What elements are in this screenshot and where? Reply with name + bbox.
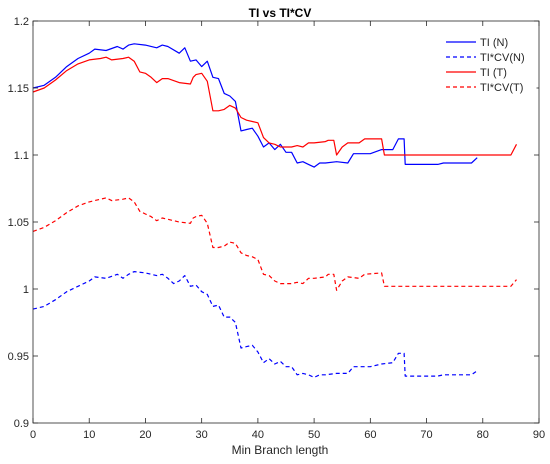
- x-tick-label: 30: [196, 429, 208, 441]
- series-line-ti-n: [32, 43, 478, 168]
- x-tick-label: 10: [83, 429, 95, 441]
- series-layer: [32, 43, 518, 378]
- x-tick-label: 20: [139, 429, 151, 441]
- y-axis: 0.9 0.95 1 1.05 1.1 1.15 1.2: [8, 16, 539, 430]
- legend-label-ti-cv-t: TI*CV(T): [480, 82, 523, 94]
- y-tick-label: 1.15: [8, 83, 29, 95]
- x-axis: 0 10 20 30 40 50 60 70 80 90: [30, 21, 545, 441]
- y-tick-label: 1.05: [8, 217, 29, 229]
- legend-label-ti-t: TI (T): [480, 67, 507, 79]
- legend-box: [441, 32, 537, 100]
- x-tick-label: 40: [252, 429, 264, 441]
- series-line-ti-cv-t: [32, 197, 517, 291]
- y-tick-label: 0.95: [8, 351, 29, 363]
- x-tick-label: 50: [308, 429, 320, 441]
- x-tick-label: 70: [420, 429, 432, 441]
- legend-label-ti-cv-n: TI*CV(N): [480, 52, 525, 64]
- y-tick-label: 1.2: [14, 16, 29, 28]
- x-tick-label: 60: [364, 429, 376, 441]
- chart-title: TI vs TI*CV: [249, 6, 312, 20]
- x-tick-label: 80: [477, 429, 489, 441]
- x-tick-label: 0: [30, 429, 36, 441]
- legend: TI (N) TI*CV(N) TI (T) TI*CV(T): [441, 32, 537, 100]
- series-line-ti-cv-n: [32, 271, 478, 378]
- x-axis-label: Min Branch length: [232, 443, 329, 457]
- y-tick-label: 0.9: [14, 418, 29, 430]
- series-line-ti-t: [32, 56, 518, 156]
- x-tick-label: 90: [533, 429, 545, 441]
- y-tick-label: 1.1: [14, 150, 29, 162]
- legend-label-ti-n: TI (N): [480, 37, 508, 49]
- y-tick-label: 1: [23, 284, 29, 296]
